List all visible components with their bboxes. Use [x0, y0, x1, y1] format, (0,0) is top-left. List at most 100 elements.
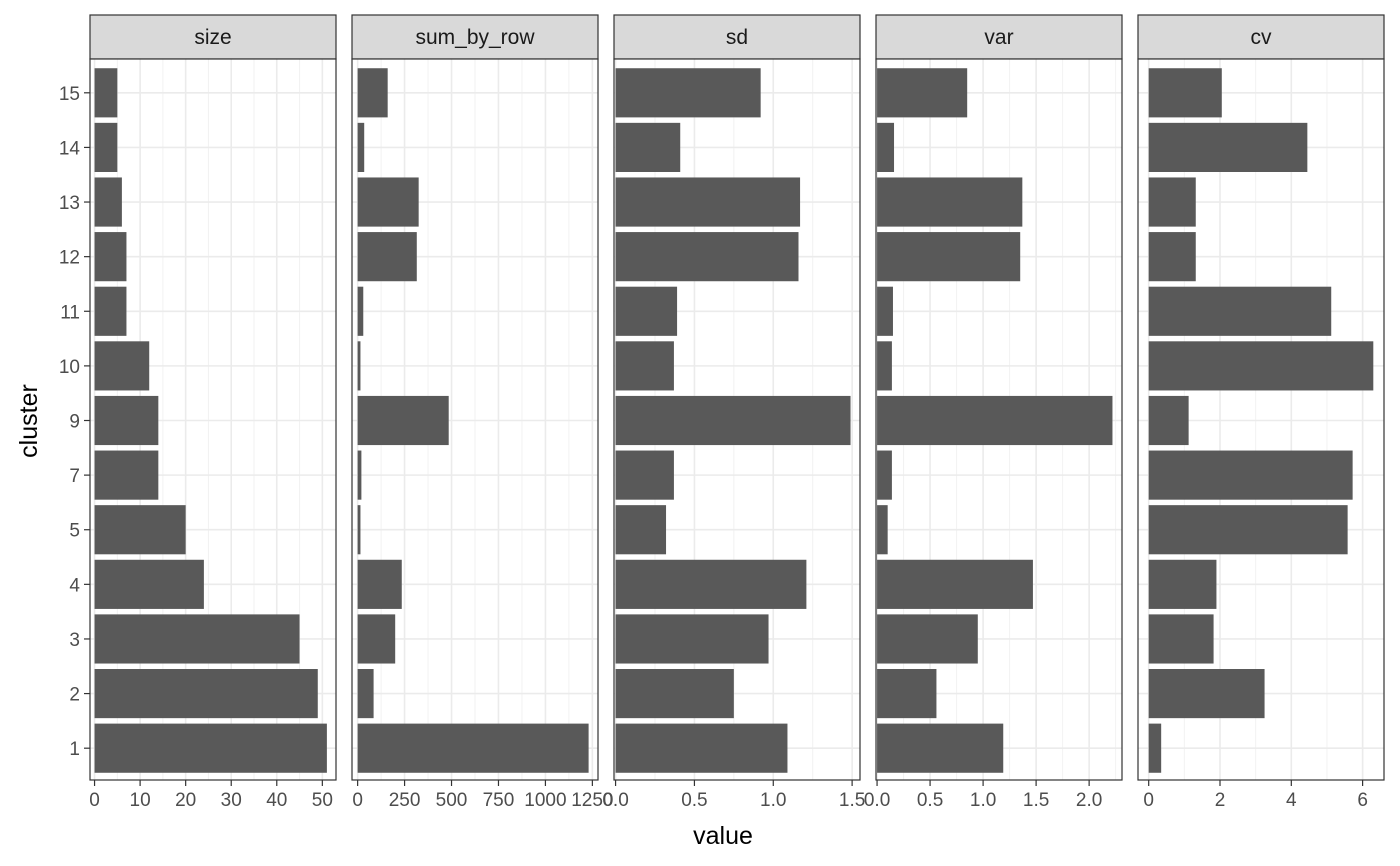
- bar-sum-by-row-cluster-1: [357, 723, 589, 773]
- x-tick-label: 250: [389, 790, 421, 811]
- bar-sd-cluster-4: [615, 559, 807, 609]
- panel-sum-by-row: sum_by_row 0 250 500 750 1000 1250: [351, 14, 614, 811]
- bar-size-cluster-3: [94, 614, 300, 664]
- x-tick-label: 50: [312, 790, 333, 811]
- x-tick-label: 0.0: [864, 790, 890, 811]
- bar-cv-cluster-13: [1148, 177, 1196, 227]
- x-tick-label: 0: [1143, 790, 1154, 811]
- x-tick-label: 1250: [571, 790, 613, 811]
- bar-cv-cluster-12: [1148, 232, 1196, 282]
- bar-sd-cluster-10: [615, 341, 674, 391]
- bar-sum-by-row-cluster-4: [357, 559, 402, 609]
- panel-cv: cv 0 2 4 6: [1137, 14, 1385, 811]
- bar-var-cluster-2: [877, 669, 937, 719]
- facet-strip: [1137, 14, 1385, 60]
- bar-cv-cluster-14: [1148, 122, 1308, 172]
- x-tick-label: 0.5: [917, 790, 943, 811]
- bar-size-cluster-4: [94, 559, 204, 609]
- bar-sum-by-row-cluster-13: [357, 177, 419, 227]
- bar-cv-cluster-11: [1148, 286, 1332, 336]
- bar-sum-by-row-cluster-10: [357, 341, 361, 391]
- bar-sum-by-row-cluster-3: [357, 614, 396, 664]
- facet-strip: [875, 14, 1123, 60]
- bar-cv-cluster-4: [1148, 559, 1217, 609]
- x-tick-label: 0: [89, 790, 100, 811]
- bar-sum-by-row-cluster-5: [357, 505, 361, 555]
- bar-size-cluster-12: [94, 232, 127, 282]
- x-tick-label: 30: [221, 790, 242, 811]
- bar-cv-cluster-1: [1148, 723, 1162, 773]
- bar-size-cluster-2: [94, 669, 318, 719]
- bar-cv-cluster-15: [1148, 68, 1222, 118]
- bar-sum-by-row-cluster-15: [357, 68, 388, 118]
- x-tick-label: 2.0: [1076, 790, 1102, 811]
- y-tick-label: 12: [59, 248, 80, 269]
- x-tick-label: 1.0: [760, 790, 786, 811]
- facet-strip-label: sd: [726, 26, 748, 49]
- bar-sum-by-row-cluster-2: [357, 669, 374, 719]
- y-tick-label: 7: [69, 466, 80, 487]
- y-tick-label: 9: [69, 412, 80, 433]
- bar-size-cluster-9: [94, 395, 159, 446]
- x-tick-label: 4: [1286, 790, 1297, 811]
- y-tick-label: 11: [60, 302, 80, 323]
- bar-sd-cluster-11: [615, 286, 678, 336]
- facet-strip-label: size: [194, 26, 231, 49]
- bar-size-cluster-13: [94, 177, 122, 227]
- bar-var-cluster-15: [877, 68, 968, 118]
- bar-size-cluster-15: [94, 68, 118, 118]
- x-axis-title: value: [693, 822, 753, 850]
- y-tick-label: 3: [69, 630, 80, 651]
- bar-sd-cluster-7: [615, 450, 674, 500]
- bar-sd-cluster-9: [615, 395, 851, 446]
- bar-var-cluster-5: [877, 505, 888, 555]
- bar-sd-cluster-3: [615, 614, 769, 664]
- y-tick-label: 4: [69, 575, 80, 596]
- x-tick-label: 1.0: [970, 790, 996, 811]
- x-tick-label: 2: [1215, 790, 1226, 811]
- x-tick-label: 1.5: [1023, 790, 1049, 811]
- x-tick-label: 1.5: [839, 790, 865, 811]
- facet-strip: [613, 14, 861, 60]
- y-tick-label: 14: [59, 138, 81, 159]
- bar-sd-cluster-2: [615, 669, 734, 719]
- x-tick-label: 20: [175, 790, 196, 811]
- bar-var-cluster-1: [877, 723, 1004, 773]
- bar-sum-by-row-cluster-14: [357, 122, 365, 172]
- bar-sd-cluster-5: [615, 505, 667, 555]
- y-tick-label: 1: [69, 739, 80, 760]
- bar-sd-cluster-14: [615, 122, 681, 172]
- y-tick-label: 15: [59, 84, 80, 105]
- bar-var-cluster-11: [877, 286, 893, 336]
- y-axis-title: cluster: [15, 384, 43, 458]
- bar-sum-by-row-cluster-9: [357, 395, 449, 446]
- bar-cv-cluster-2: [1148, 669, 1265, 719]
- y-tick-label: 2: [69, 685, 80, 706]
- bar-sum-by-row-cluster-12: [357, 232, 417, 282]
- bar-sd-cluster-13: [615, 177, 801, 227]
- panel-size: size 0 10 20 30 40 50: [89, 14, 337, 811]
- x-tick-label: 0.5: [681, 790, 707, 811]
- bar-var-cluster-3: [877, 614, 978, 664]
- bar-cv-cluster-3: [1148, 614, 1214, 664]
- panel-border: [613, 58, 861, 781]
- bar-sd-cluster-1: [615, 723, 788, 773]
- bar-var-cluster-7: [877, 450, 892, 500]
- facet-strip-label: cv: [1251, 26, 1273, 49]
- facet-strip: [89, 14, 337, 60]
- x-tick-label: 40: [266, 790, 287, 811]
- bar-sd-cluster-12: [615, 232, 799, 282]
- facet-strip-label: var: [984, 26, 1013, 49]
- x-tick-label: 10: [130, 790, 151, 811]
- bar-sum-by-row-cluster-11: [357, 286, 364, 336]
- bar-cv-cluster-9: [1148, 395, 1189, 446]
- x-tick-label: 500: [436, 790, 468, 811]
- panel-border: [875, 58, 1123, 781]
- bar-size-cluster-1: [94, 723, 327, 773]
- bar-var-cluster-12: [877, 232, 1021, 282]
- facet-strip-label: sum_by_row: [415, 26, 535, 49]
- panel-border: [351, 58, 599, 781]
- bar-var-cluster-13: [877, 177, 1023, 227]
